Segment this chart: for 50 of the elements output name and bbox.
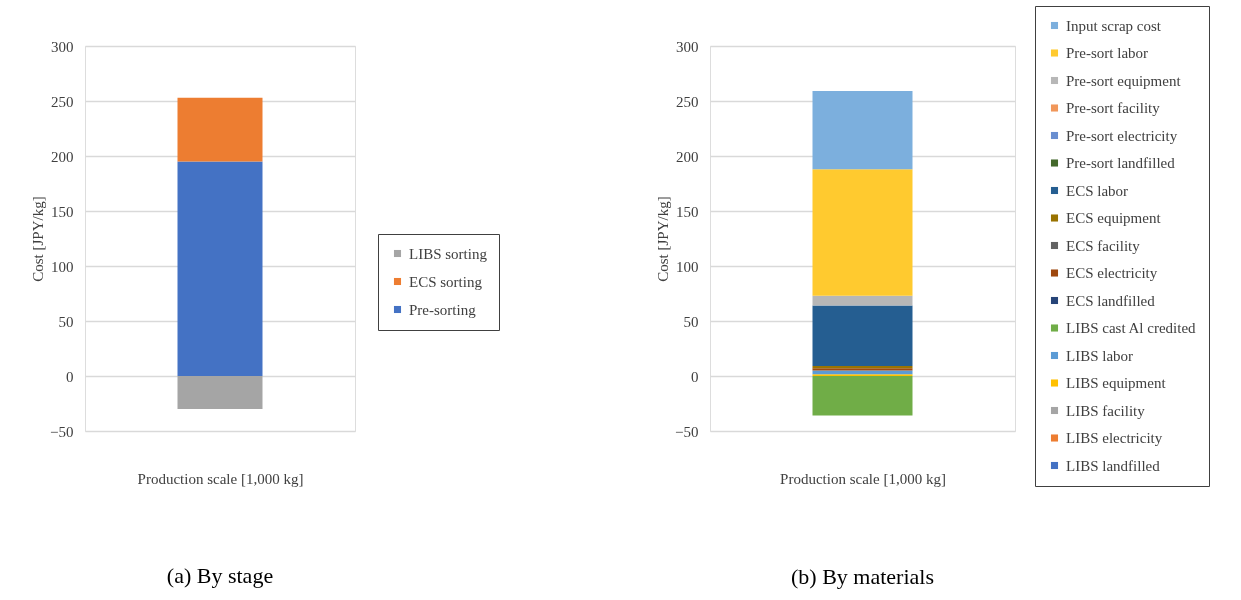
legend-label: ECS sorting xyxy=(409,273,483,290)
y-tick-label: −50 xyxy=(675,423,699,440)
y-axis-title: Cost [JPY/kg] xyxy=(655,196,672,282)
bar xyxy=(177,376,263,409)
bar xyxy=(812,376,913,416)
legend-label: LIBS sorting xyxy=(409,245,488,262)
bar xyxy=(812,305,913,367)
bar xyxy=(812,169,913,296)
legend-label: ECS electricity xyxy=(1066,265,1158,281)
y-tick-label: 300 xyxy=(51,38,74,55)
x-axis-title: Production scale [1,000 kg] xyxy=(780,470,946,487)
y-tick-label: 250 xyxy=(51,93,74,110)
legend-label: LIBS equipment xyxy=(1066,375,1167,391)
x-axis-title: Production scale [1,000 kg] xyxy=(137,470,304,487)
bar xyxy=(177,97,263,162)
legend-label: ECS equipment xyxy=(1066,210,1162,226)
legend-label: LIBS labor xyxy=(1066,347,1134,364)
legend-label: LIBS facility xyxy=(1066,402,1146,419)
legend-label: LIBS electricity xyxy=(1066,430,1163,446)
y-tick-label: 0 xyxy=(66,368,74,385)
text: (a) By stage xyxy=(166,563,274,588)
legend-label: ECS labor xyxy=(1066,182,1129,199)
y-tick-label: 100 xyxy=(51,258,74,275)
y-tick-label: 0 xyxy=(691,368,699,385)
y-tick-label: −50 xyxy=(50,423,74,440)
text: (b) By materials xyxy=(791,563,934,589)
bar xyxy=(812,295,913,306)
legend-label: Pre-sort facility xyxy=(1066,100,1161,116)
legend-label: Pre-sorting xyxy=(409,301,477,318)
legend-label: LIBS landfilled xyxy=(1066,457,1161,474)
y-axis-title: Cost [JPY/kg] xyxy=(30,196,47,282)
y-tick-label: 150 xyxy=(51,203,74,220)
legend-label: ECS landfilled xyxy=(1066,292,1156,309)
y-tick-label: 250 xyxy=(676,93,699,110)
legend-label: Pre-sort labor xyxy=(1066,45,1149,61)
y-tick-label: 100 xyxy=(676,258,699,275)
y-tick-label: 200 xyxy=(51,148,74,165)
bar xyxy=(177,161,263,376)
y-tick-label: 150 xyxy=(676,203,699,220)
y-tick-label: 50 xyxy=(58,313,74,330)
legend-label: Pre-sort landfilled xyxy=(1066,155,1176,171)
y-tick-label: 50 xyxy=(683,313,699,330)
legend-label: Pre-sort equipment xyxy=(1066,72,1182,89)
y-tick-label: 200 xyxy=(676,148,699,165)
bar xyxy=(812,91,913,170)
legend-label: LIBS cast Al credited xyxy=(1066,320,1197,336)
y-tick-label: 300 xyxy=(676,38,699,55)
legend-label: Input scrap cost xyxy=(1066,17,1162,34)
legend-label: Pre-sort electricity xyxy=(1066,127,1178,144)
legend-label: ECS facility xyxy=(1066,237,1141,254)
